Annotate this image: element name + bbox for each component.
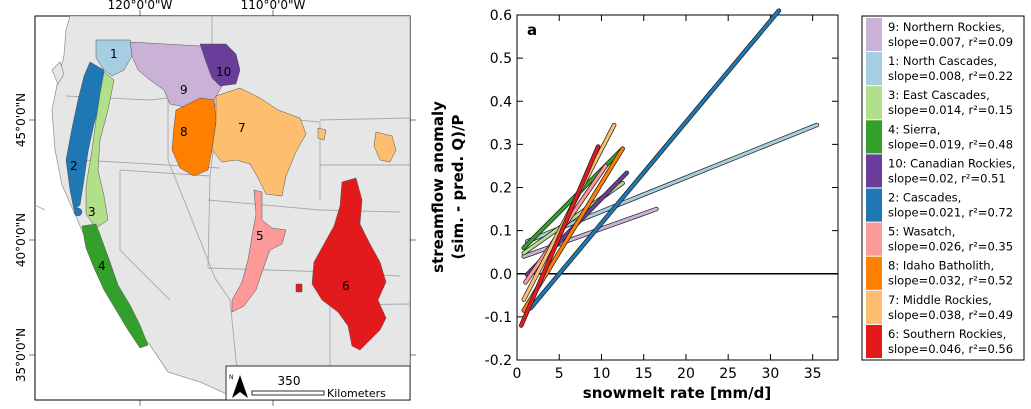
region-label: 5 [256,229,264,243]
region-7-outlier [373,131,397,163]
region-4-sierra [81,223,149,349]
legend-stat: slope=0.007, r²=0.09 [888,35,1013,49]
region-8-idaho-batholith [171,97,217,177]
y-tick-label: -0.1 [485,310,512,326]
legend-swatch [866,120,882,154]
x-tick-label: 15 [635,366,653,382]
legend-label: 4: Sierra, [888,122,940,136]
y-axis-label: (sim. - pred. Q)/P [449,115,467,260]
y-tick-label: 0.6 [490,8,512,24]
y-axis-label: streamflow anomaly [429,101,447,273]
region-7-middle-rockies [211,87,307,197]
legend-label: 6: Southern Rockies, [888,327,1006,341]
region-label: 8 [180,125,188,139]
legend-stat: slope=0.019, r²=0.48 [888,137,1013,151]
legend-label: 3: East Cascades, [888,88,990,102]
legend-stat: slope=0.021, r²=0.72 [888,206,1013,220]
north-arrow-icon [232,375,248,398]
legend: 9: Northern Rockies,slope=0.007, r²=0.09… [866,18,1015,358]
region-labels: 1 2 3 4 5 6 7 8 9 10 [70,47,350,293]
plot-area [516,14,839,361]
y-tick-label: -0.2 [485,353,512,369]
x-tick-label: 20 [677,366,695,382]
x-tick-label: 0 [513,366,522,382]
map-lat-label: 35°0'0"N [14,328,28,382]
region-3-east-cascades [85,71,115,229]
panel-label: a [527,21,537,39]
legend-stat: slope=0.026, r²=0.35 [888,240,1013,254]
y-tick-label: 0.2 [490,181,512,197]
map-lon-label: 110°0'0"W [241,0,306,12]
series-lines [518,8,820,328]
region-1-north-cascades [95,39,133,77]
region-label: 7 [238,121,246,135]
legend-label: 5: Wasatch, [888,225,955,239]
legend-stat: slope=0.008, r²=0.22 [888,69,1013,83]
y-tick-label: 0.1 [490,224,512,240]
legend-swatch [866,188,882,222]
legend-swatch [866,290,882,324]
legend-stat: slope=0.014, r²=0.15 [888,103,1013,117]
scale-bar [251,390,325,396]
map-lat-label: 45°0'0"N [14,93,28,147]
map-panel: 120°0'0"W 110°0'0"W 45°0'0"N 40°0'0"N 35… [14,0,416,406]
map-graticule-ticks [29,10,416,406]
series-line [522,207,658,258]
legend-stat: slope=0.038, r²=0.49 [888,308,1013,322]
legend-stat: slope=0.046, r²=0.56 [888,342,1013,356]
legend-swatch [866,86,882,120]
region-7-outlier [317,127,327,141]
series-line [529,9,781,310]
island-shape [51,61,65,85]
map-lat-label: 40°0'0"N [14,213,28,267]
region-label: 6 [342,279,350,293]
y-axis: -0.2 -0.1 0.0 0.1 0.2 0.3 0.4 0.5 0.6 [485,8,838,369]
region-label: 3 [88,205,96,219]
series-line [519,145,600,327]
legend-label: 2: Cascades, [888,191,961,205]
chart-panel: -0.2 -0.1 0.0 0.1 0.2 0.3 0.4 0.5 0.6 0 5 10 15 20 25… [429,8,1025,402]
legend-swatch [866,154,882,188]
legend-label: 7: Middle Rockies, [888,293,992,307]
x-axis: 0 5 10 15 20 25 30 35 [513,15,822,382]
x-tick-label: 25 [719,366,737,382]
y-tick-label: 0.3 [490,137,512,153]
legend-stat: slope=0.032, r²=0.52 [888,274,1013,288]
region-6-outlier [295,283,303,293]
y-tick-label: 0.4 [490,94,512,110]
x-tick-label: 5 [555,366,564,382]
x-tick-label: 35 [804,366,822,382]
scale-unit: Kilometers [327,387,386,400]
region-5-wasatch [231,189,287,313]
x-axis-label: snowmelt rate [mm/d] [583,384,771,402]
legend-stat: slope=0.02, r²=0.51 [888,171,1006,185]
region-label: 2 [70,159,78,173]
legend-label: 8: Idaho Batholith, [888,259,994,273]
y-tick-label: 0.0 [490,267,512,283]
map-lon-label: 120°0'0"W [108,0,173,12]
legend-label: 1: North Cascades, [888,54,997,68]
region-label: 10 [216,65,231,79]
region-2-lake [73,207,83,217]
x-tick-label: 30 [762,366,780,382]
region-label: 9 [180,83,188,97]
legend-label: 9: Northern Rockies, [888,20,1005,34]
legend-label: 10: Canadian Rockies, [888,156,1015,170]
region-label: 4 [98,259,106,273]
legend-swatch [866,52,882,86]
north-label: N [229,374,234,381]
legend-box [861,15,1025,361]
scale-value: 350 [278,374,301,388]
x-tick-label: 10 [593,366,611,382]
legend-swatch [866,222,882,256]
legend-swatch [866,18,882,52]
region-10-canadian-rockies [199,43,241,87]
y-tick-label: 0.5 [490,51,512,67]
region-6-southern-rockies [311,177,387,351]
legend-swatch [866,324,882,358]
region-label: 1 [110,47,118,61]
legend-swatch [866,256,882,290]
